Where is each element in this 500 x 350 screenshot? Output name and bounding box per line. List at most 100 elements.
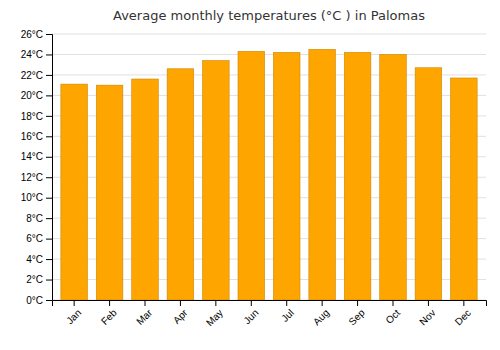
tick-label: 22°C	[21, 70, 43, 81]
tick-mark	[215, 300, 216, 306]
tick-label: 26°C	[21, 29, 43, 40]
title: Average monthly temperatures (°C ) in Pa…	[113, 8, 425, 23]
tick: Aug	[311, 300, 331, 327]
tick: Jun	[241, 300, 260, 326]
tick-mark	[286, 300, 287, 306]
tick: 16°C	[21, 131, 52, 142]
tick-label: 20°C	[21, 90, 43, 101]
grid-line	[52, 34, 486, 35]
axis-domain	[53, 301, 487, 307]
tick-label: Sep	[346, 307, 367, 328]
tick-label: 18°C	[21, 111, 43, 122]
tick: Oct	[383, 300, 402, 326]
tick-mark	[74, 300, 75, 306]
tick: Jan	[64, 300, 83, 326]
grid-line	[52, 54, 486, 55]
grid	[52, 34, 486, 300]
tick-label: Nov	[417, 307, 437, 327]
tick-label: Jun	[241, 307, 260, 326]
tick-label: Aug	[311, 307, 331, 327]
tick-mark	[46, 54, 52, 55]
plot: 0°C 2°C 4°C 6°C 8°C 10°C 12°C 14°C 16°C 18°C 20°C 2…	[21, 29, 487, 329]
tick-mark	[145, 300, 146, 306]
tick-label: 6°C	[26, 233, 43, 244]
bar	[61, 84, 88, 300]
tick: Dec	[453, 300, 473, 327]
tick: 12°C	[21, 172, 52, 183]
tick: Apr	[171, 300, 190, 326]
tick: 8°C	[26, 213, 52, 224]
tick-mark	[46, 300, 52, 301]
x-axis: Jan Feb Mar Apr May Jun Jul Aug Sep Oct Nov Dec	[53, 300, 487, 328]
bar	[309, 49, 336, 300]
tick-mark	[46, 95, 52, 96]
tick-mark	[428, 300, 429, 306]
tick: 0°C	[26, 295, 52, 306]
tick-mark	[109, 300, 110, 306]
tick-mark	[46, 136, 52, 137]
tick-mark	[393, 300, 394, 306]
tick-mark	[46, 75, 52, 76]
chart: 0°C 2°C 4°C 6°C 8°C 10°C 12°C 14°C 16°C 18°C 20°C 2…	[0, 0, 500, 350]
tick-label: 10°C	[21, 192, 43, 203]
tick-mark	[46, 239, 52, 240]
tick-mark	[46, 259, 52, 260]
tick-label: Apr	[171, 307, 190, 326]
tick: 18°C	[21, 111, 52, 122]
bar	[451, 78, 478, 300]
tick-mark	[357, 300, 358, 306]
bar	[273, 52, 300, 300]
tick: Sep	[346, 300, 367, 327]
tick: Mar	[134, 300, 154, 327]
tick-mark	[463, 300, 464, 306]
tick-mark	[46, 218, 52, 219]
tick: May	[204, 300, 225, 328]
tick: 6°C	[26, 233, 52, 244]
tick-mark	[46, 177, 52, 178]
bars	[61, 49, 477, 300]
tick-label: Oct	[383, 307, 402, 326]
tick-label: 4°C	[26, 254, 43, 265]
tick-label: 16°C	[21, 131, 43, 142]
tick-mark	[46, 157, 52, 158]
tick-label: Jan	[64, 307, 83, 326]
tick-label: 24°C	[21, 49, 43, 60]
tick-label: 8°C	[26, 213, 43, 224]
tick: 14°C	[21, 151, 52, 162]
tick: Nov	[417, 300, 437, 327]
tick-label: 2°C	[26, 274, 43, 285]
tick-mark	[46, 280, 52, 281]
tick: 10°C	[21, 192, 52, 203]
axis-domain	[46, 35, 53, 301]
tick: Jul	[279, 300, 296, 324]
tick-mark	[46, 198, 52, 199]
y-axis: 0°C 2°C 4°C 6°C 8°C 10°C 12°C 14°C 16°C 18°C 20°C 2…	[21, 29, 53, 306]
tick-label: Jul	[279, 307, 296, 324]
tick-label: 0°C	[26, 295, 43, 306]
tick-mark	[46, 116, 52, 117]
tick-label: 12°C	[21, 172, 43, 183]
tick-label: May	[204, 307, 225, 328]
tick-label: 14°C	[21, 151, 43, 162]
bar	[344, 52, 371, 300]
bar	[415, 68, 442, 300]
tick-label: Mar	[134, 307, 154, 327]
bar	[238, 51, 265, 300]
tick: 20°C	[21, 90, 52, 101]
tick-mark	[46, 34, 52, 35]
tick-mark	[251, 300, 252, 306]
tick: 2°C	[26, 274, 52, 285]
tick-label: Feb	[99, 307, 119, 327]
bar	[167, 69, 194, 300]
bar	[380, 54, 407, 300]
tick-mark	[322, 300, 323, 306]
tick-mark	[180, 300, 181, 306]
tick: 24°C	[21, 49, 52, 60]
tick: Feb	[99, 300, 119, 327]
tick: 4°C	[26, 254, 52, 265]
tick: 22°C	[21, 70, 52, 81]
tick: 26°C	[21, 29, 52, 40]
bar	[96, 85, 123, 300]
tick-label: Dec	[453, 307, 473, 327]
bar	[203, 61, 230, 300]
